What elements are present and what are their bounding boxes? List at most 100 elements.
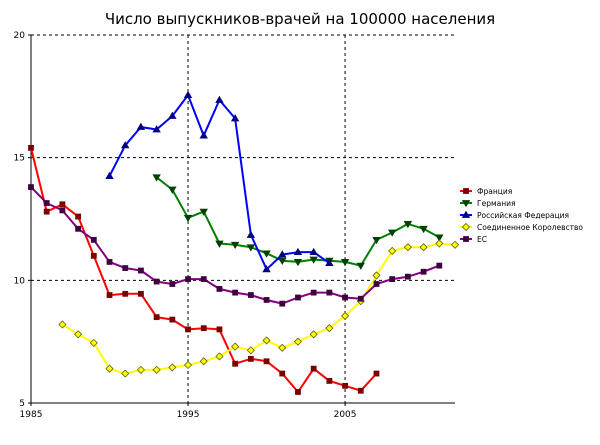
legend: Франция Германия Российская Федерация Соеди… [460, 187, 583, 244]
data-point [279, 300, 286, 307]
legend-item-3: Российская Федерация [460, 210, 569, 220]
data-point [43, 200, 50, 206]
data-point [293, 259, 303, 267]
data-point [326, 378, 333, 384]
data-point [309, 256, 318, 264]
legend-item-2: Германия [460, 199, 516, 208]
legend-label: Российская Федерация [477, 211, 569, 220]
data-point [183, 214, 193, 223]
data-point [43, 208, 50, 215]
data-point [215, 352, 224, 361]
data-point [74, 330, 83, 339]
series-3 [105, 90, 334, 273]
data-point [262, 336, 271, 345]
data-point [246, 230, 256, 238]
legend-swatch-marker [461, 222, 471, 232]
data-point [262, 264, 271, 273]
data-point [216, 286, 223, 292]
data-point [419, 243, 428, 252]
data-point [138, 290, 144, 297]
data-point [89, 338, 98, 347]
data-point [106, 259, 113, 265]
legend-label: ЕС [477, 235, 487, 244]
data-point [232, 289, 239, 296]
data-point [246, 244, 256, 252]
legend-label: Германия [477, 199, 516, 208]
data-point [168, 363, 177, 372]
data-point [436, 262, 443, 269]
data-point [232, 360, 239, 367]
data-point [278, 250, 287, 258]
data-point [357, 387, 364, 394]
legend-swatch-marker [461, 210, 471, 218]
data-point [435, 239, 444, 248]
data-point [230, 241, 240, 250]
data-point [152, 174, 161, 182]
x-tick-label: 1995 [177, 410, 200, 420]
data-point [295, 389, 301, 395]
data-point [136, 365, 145, 374]
data-point [357, 295, 364, 302]
data-point [310, 365, 317, 372]
legend-label: Франция [477, 187, 512, 196]
data-point [199, 357, 208, 366]
data-point [342, 382, 348, 389]
data-point [59, 207, 66, 214]
legend-label: Соединенное Королевство [477, 223, 583, 232]
series-line [61, 242, 456, 375]
data-point [247, 292, 254, 298]
y-tick-label: 20 [14, 31, 26, 41]
data-point [373, 370, 380, 377]
data-point [199, 208, 208, 216]
data-point [90, 236, 97, 243]
data-point [450, 240, 460, 249]
y-tick-label: 5 [19, 399, 25, 409]
data-point [309, 247, 318, 256]
series-4 [58, 239, 460, 378]
data-point [326, 289, 333, 296]
data-point [435, 234, 444, 242]
data-point [185, 276, 191, 283]
data-point [388, 246, 397, 255]
data-point [90, 252, 97, 259]
data-point [340, 259, 350, 267]
data-point [215, 95, 224, 103]
legend-swatch-marker [463, 188, 469, 194]
data-point [310, 289, 317, 296]
data-point [59, 201, 66, 208]
data-point [231, 342, 240, 351]
data-point [293, 247, 303, 256]
series-5 [28, 184, 443, 307]
data-point [75, 213, 82, 220]
legend-item-4: Соединенное Королевство [460, 222, 583, 232]
data-point [106, 292, 113, 298]
legend-item-5: ЕС [460, 235, 487, 244]
data-point [373, 281, 380, 287]
data-point [75, 225, 82, 232]
data-point [216, 326, 223, 333]
legend-swatch-marker [463, 236, 469, 242]
data-point [403, 221, 413, 229]
data-point [121, 369, 130, 378]
y-tick-label: 10 [14, 276, 26, 286]
legend-item-1: Франция [460, 187, 512, 196]
x-tick-label: 1985 [20, 410, 43, 420]
y-tick-label: 15 [14, 154, 25, 164]
data-point [200, 276, 207, 283]
data-point [230, 114, 240, 122]
data-point [262, 250, 271, 258]
data-point [341, 311, 350, 320]
data-point [168, 186, 177, 194]
series-lines [28, 90, 460, 395]
data-point [169, 316, 176, 323]
data-point [152, 365, 161, 374]
data-point [263, 297, 270, 303]
data-point [372, 236, 381, 245]
data-point [420, 268, 427, 275]
chart-title: Число выпускников-врачей на 100000 насел… [105, 10, 495, 28]
data-point [136, 122, 146, 130]
data-point [122, 290, 129, 297]
data-point [356, 262, 365, 270]
data-point [168, 111, 177, 119]
